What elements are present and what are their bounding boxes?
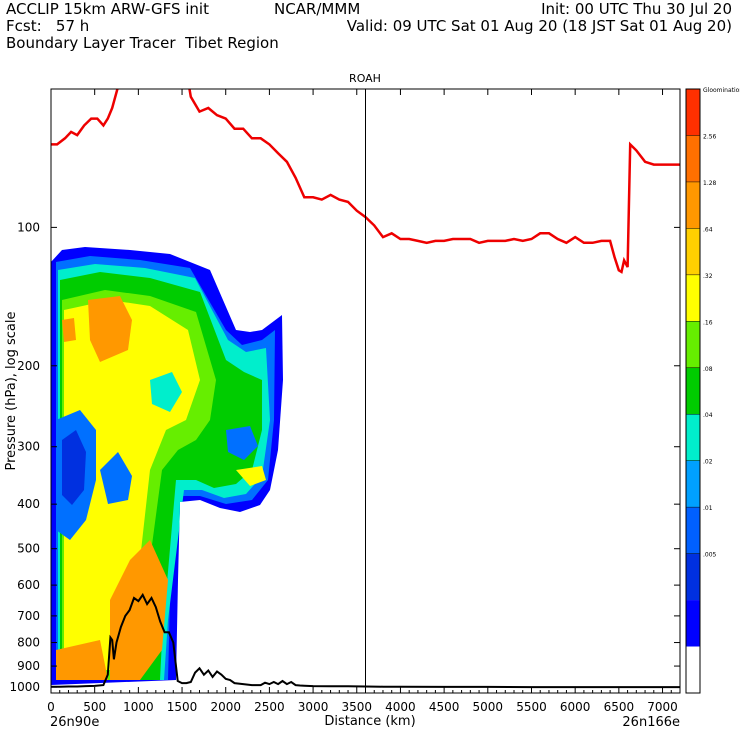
colorbar-swatch [686,321,700,368]
x-tick-label: 7000 [647,700,678,714]
x-tick-label: 4000 [385,700,416,714]
y-tick-label: 400 [17,497,40,511]
colorbar-swatch [686,600,700,647]
y-tick-label: 900 [17,659,40,673]
y-tick-label: 100 [17,220,40,234]
x-axis-ticks: 0 500 1000 1500 2000 2500 3000 3500 4000 4500 5000… [47,89,678,714]
y-tick-label: 600 [17,578,40,592]
colorbar-swatch [686,367,700,415]
colorbar-label: .32 [703,273,713,280]
colorbar-swatch [686,228,700,275]
chart-title: ROAH [349,72,381,85]
terrain-line [51,592,680,689]
header-line1-left: ACCLIP 15km ARW-GFS init [6,0,209,18]
x-tick-label: 2000 [210,700,241,714]
colorbar-swatch [686,135,700,182]
y-tick-label: 1000 [9,680,40,694]
colorbar-label: Gloomination [703,87,740,94]
x-tick-label: 6500 [604,700,635,714]
y-axis-ticks: 100 200 300 400 500 600 700 800 900 1000 [9,220,680,694]
colorbar-swatch [686,553,700,601]
colorbar-label: .08 [703,366,713,373]
colorbar-label: 1.28 [703,180,717,187]
colorbar-swatch [686,89,700,136]
header-line1-mid: NCAR/MMM [274,0,361,18]
header-line2-right: Valid: 09 UTC Sat 01 Aug 20 (18 JST Sat … [346,17,732,35]
colorbar-label: .01 [703,505,713,512]
x-tick-label: 1500 [167,700,198,714]
x-tick-label: 2500 [254,700,285,714]
x-tick-label: 500 [83,700,106,714]
x-tick-label: 3500 [341,700,372,714]
x-tick-label: 5500 [516,700,547,714]
y-tick-label: 800 [17,636,40,650]
y-tick-label: 500 [17,542,40,556]
tracer-field [51,247,283,685]
colorbar-label: 2.56 [703,133,717,140]
x-tick-label: 1000 [123,700,154,714]
colorbar-swatch [686,646,700,693]
tropopause-line [51,89,680,274]
x-tick-label: 3000 [298,700,329,714]
x-tick-label: 6000 [560,700,591,714]
x-start-label: 26n90e [50,715,99,730]
colorbar-swatch [686,181,700,229]
y-tick-label: 300 [17,440,40,454]
header-line3: Boundary Layer Tracer Tibet Region [6,34,279,52]
colorbar: Gloomination 2.56 1.28 .64 .32 .16 .08 .04 .02 .0… [685,87,740,694]
colorbar-swatch [686,460,700,508]
x-tick-label: 4500 [429,700,460,714]
colorbar-label: .04 [703,412,713,419]
x-tick-label: 0 [47,700,55,714]
colorbar-label: .02 [703,459,713,466]
x-axis-label: Distance (km) [324,714,415,729]
y-axis-label: Pressure (hPa), log scale [4,312,19,471]
x-tick-label: 5000 [473,700,504,714]
header-line2-left: Fcst: 57 h [6,17,90,35]
y-tick-label: 700 [17,609,40,623]
colorbar-swatch [686,274,700,322]
colorbar-swatch [686,414,700,461]
header-line1-right: Init: 00 UTC Thu 30 Jul 20 [541,0,732,18]
x-end-label: 26n166e [622,715,680,730]
colorbar-label: .005 [703,552,717,559]
colorbar-swatch [686,507,700,554]
colorbar-label: .16 [703,319,713,326]
colorbar-label: .64 [703,226,713,233]
y-tick-label: 200 [17,359,40,373]
